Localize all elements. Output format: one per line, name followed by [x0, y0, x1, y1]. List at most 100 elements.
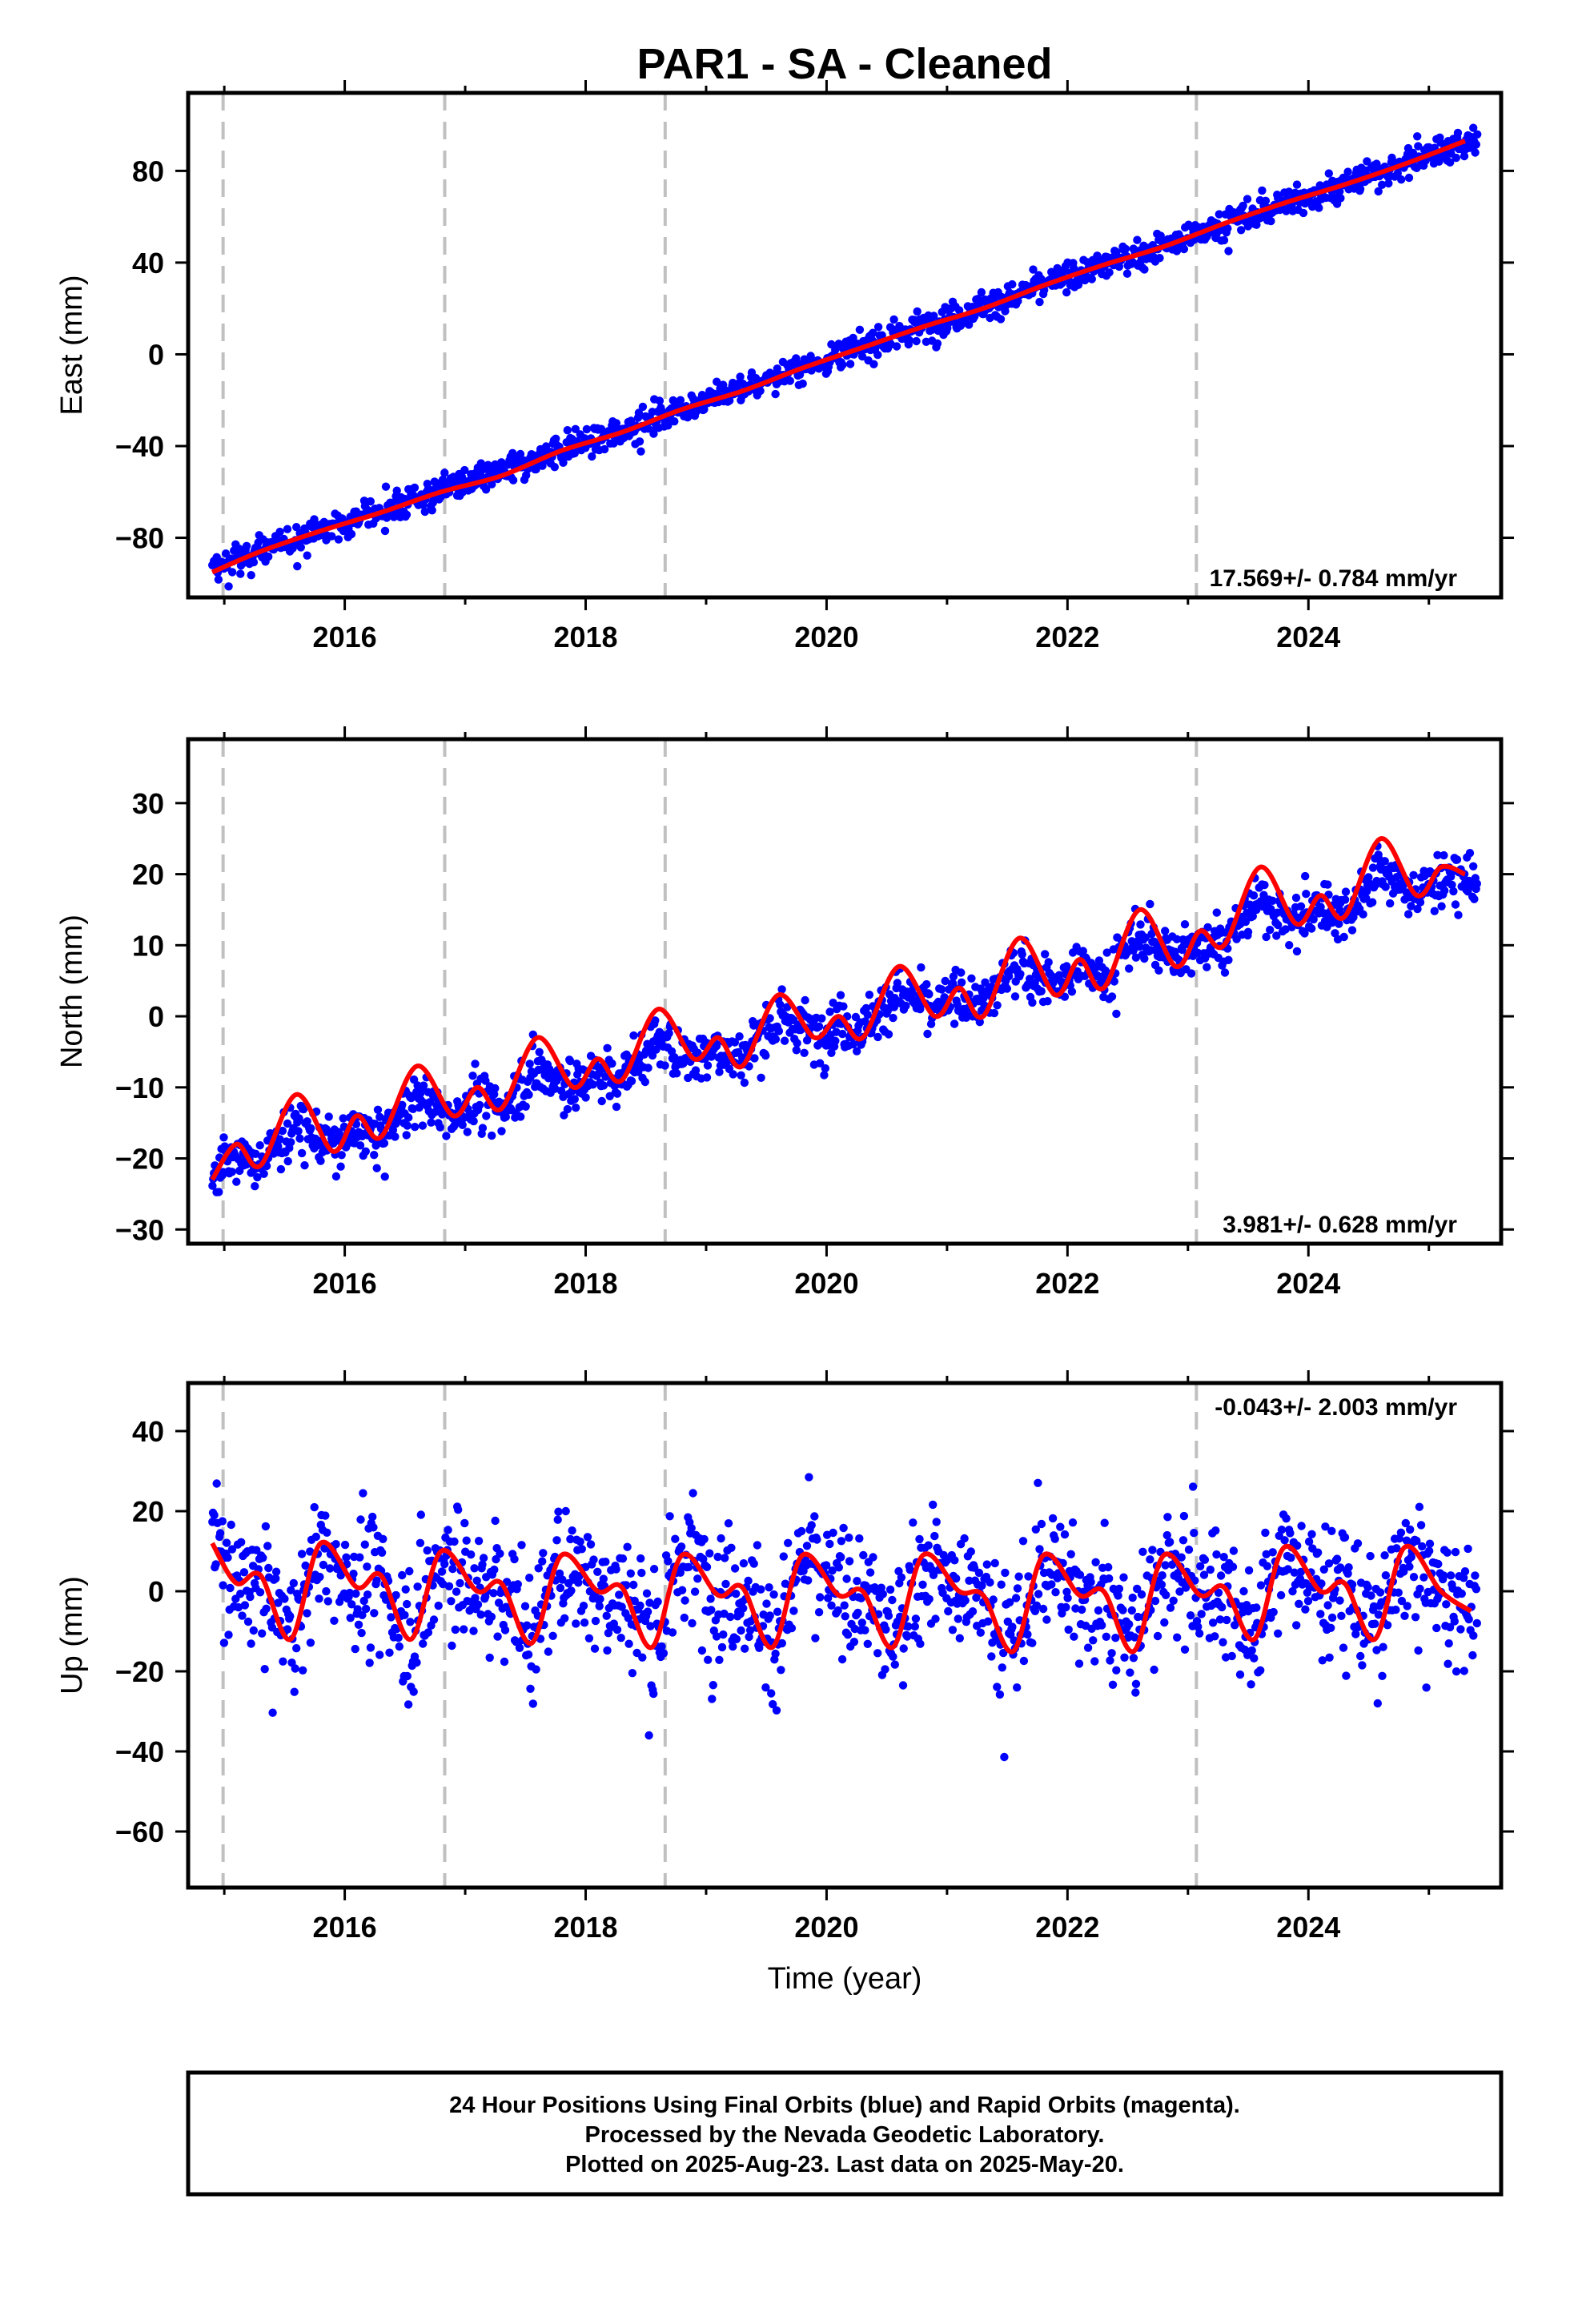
data-point [1239, 1586, 1248, 1596]
data-point [1214, 1588, 1223, 1598]
data-point [712, 1632, 721, 1641]
data-point [283, 525, 292, 533]
data-point [404, 1113, 413, 1122]
data-point [993, 1683, 1002, 1691]
data-point [998, 1663, 1007, 1672]
data-point [779, 1552, 788, 1561]
data-point [1178, 1536, 1188, 1545]
data-point [894, 1566, 903, 1576]
data-point [1127, 1606, 1137, 1615]
data-point [295, 1134, 304, 1143]
data-point [1404, 910, 1413, 919]
footer-line-1: 24 Hour Positions Using Final Orbits (bl… [449, 2093, 1240, 2118]
data-point [1161, 927, 1170, 935]
data-point [458, 1120, 467, 1130]
data-point [251, 1182, 259, 1191]
data-point [1119, 1573, 1128, 1582]
data-point [986, 1578, 994, 1587]
data-point [524, 1090, 533, 1100]
data-point [563, 1104, 572, 1114]
y-tick-label: 30 [132, 787, 164, 820]
data-point [1078, 1605, 1086, 1614]
data-point [776, 1000, 785, 1009]
data-point [925, 1594, 934, 1604]
data-point [1386, 899, 1395, 908]
data-point [913, 307, 921, 316]
y-tick-label: 0 [148, 1575, 164, 1608]
data-point [1108, 1680, 1118, 1689]
data-point [773, 364, 781, 373]
footer-box [186, 2070, 1504, 2197]
x-tick-label: 2022 [1035, 1267, 1099, 1300]
data-point [810, 1512, 819, 1521]
data-point [1160, 1618, 1169, 1627]
data-point [789, 1606, 798, 1615]
data-point [1067, 987, 1077, 996]
data-point [715, 1068, 724, 1076]
data-point [1114, 262, 1124, 271]
data-point [219, 1133, 228, 1142]
data-point [990, 1008, 999, 1018]
data-point [1391, 1605, 1400, 1614]
data-point [845, 1557, 854, 1566]
data-point [1114, 1584, 1124, 1594]
data-point [765, 1611, 774, 1620]
data-point [771, 1035, 781, 1043]
data-point [729, 1642, 737, 1651]
data-point [624, 1614, 632, 1622]
data-point [556, 1086, 566, 1096]
data-point [916, 1005, 925, 1014]
data-point [1409, 1573, 1419, 1582]
data-point [496, 1549, 504, 1558]
data-point [705, 1549, 714, 1558]
data-point [881, 1665, 889, 1674]
data-point [472, 1576, 481, 1586]
data-point [960, 1534, 969, 1543]
data-point [580, 1618, 589, 1627]
data-point [375, 1651, 384, 1659]
data-point [996, 315, 1006, 324]
y-tick-label: 10 [132, 929, 164, 962]
data-point [892, 342, 901, 351]
data-point [869, 360, 878, 368]
data-point [1472, 1618, 1482, 1628]
data-point [797, 1526, 806, 1536]
data-point [541, 442, 551, 451]
data-point [670, 1053, 679, 1062]
data-point [930, 312, 938, 320]
data-point [995, 1690, 1005, 1699]
data-point [373, 1105, 383, 1115]
data-point [1063, 1594, 1072, 1602]
data-point [952, 1574, 961, 1583]
data-point [869, 1553, 877, 1562]
data-point [653, 1597, 662, 1606]
data-point [436, 1123, 444, 1132]
data-point [566, 1056, 575, 1066]
data-point [1315, 203, 1323, 212]
data-point [703, 1061, 713, 1070]
data-point [342, 1553, 351, 1562]
data-point [1471, 148, 1480, 157]
data-point [1332, 1554, 1342, 1563]
data-point [1041, 950, 1050, 959]
data-point [1378, 1671, 1387, 1680]
y-tick-label: 80 [132, 155, 164, 187]
data-point [306, 1638, 315, 1647]
data-point [571, 424, 580, 433]
data-point [1038, 1604, 1048, 1614]
data-point [988, 1638, 997, 1647]
data-point [316, 1156, 325, 1165]
data-point [1359, 910, 1367, 919]
data-point [730, 1038, 740, 1047]
data-point [437, 1567, 447, 1576]
data-point [1414, 142, 1423, 151]
data-point [590, 1644, 600, 1653]
data-point [643, 1607, 652, 1616]
data-point [1196, 1562, 1205, 1571]
data-point [1180, 1645, 1190, 1654]
data-point [576, 1537, 584, 1546]
data-point [1130, 1633, 1139, 1642]
data-point [429, 1615, 439, 1624]
y-axis-label: East (mm) [55, 275, 89, 415]
data-point [391, 1590, 400, 1600]
